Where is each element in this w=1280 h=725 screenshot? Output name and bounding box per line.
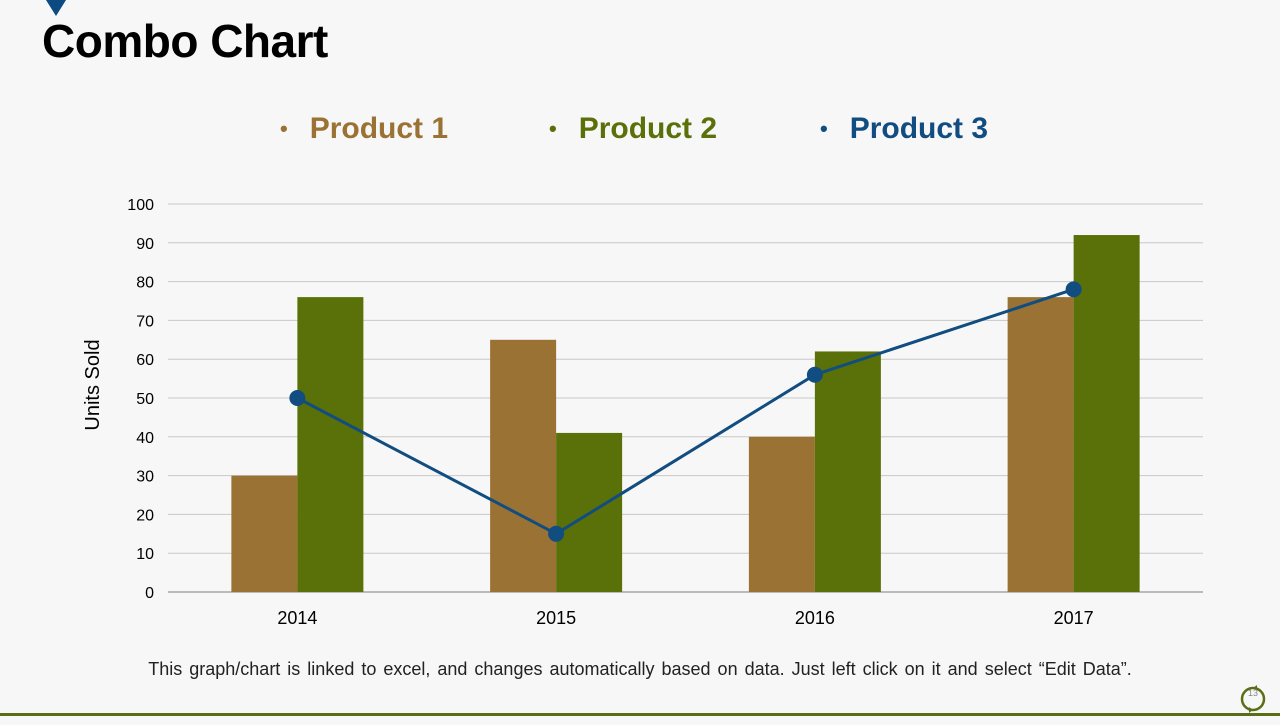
- y-tick-label: 30: [136, 469, 154, 486]
- legend-label: Product 2: [578, 112, 718, 145]
- page-number: 13: [1247, 688, 1258, 698]
- y-tick-label: 80: [136, 275, 154, 292]
- x-tick-label: 2015: [536, 608, 576, 628]
- y-tick-label: 50: [136, 391, 154, 408]
- bar-product-2-2014: [297, 297, 364, 592]
- bar-product-1-2014: [231, 475, 298, 592]
- legend-label: Product 3: [849, 112, 989, 145]
- footnote-text: This graph/chart is linked to excel, and…: [148, 659, 1132, 679]
- y-tick-label: 40: [136, 430, 154, 447]
- bottom-rule: [0, 713, 1280, 716]
- refresh-badge-icon: [1240, 685, 1266, 713]
- bar-product-2-2016: [814, 351, 881, 592]
- chart-legend: • Product 1 • Product 2 • Product 3: [0, 112, 1280, 152]
- y-tick-label: 100: [127, 197, 154, 214]
- point-product-3-2015: [548, 525, 565, 542]
- legend-item-product-3: • Product 3: [820, 112, 988, 146]
- legend-bullet-icon: •: [820, 116, 828, 141]
- y-tick-label: 90: [136, 236, 154, 253]
- legend-item-product-1: • Product 1: [280, 112, 448, 146]
- y-tick-label: 20: [136, 507, 154, 524]
- bar-product-1-2015: [490, 339, 557, 592]
- x-tick-label: 2014: [277, 608, 317, 628]
- bar-product-1-2016: [748, 436, 815, 592]
- top-marker-triangle: [46, 0, 66, 16]
- legend-bullet-icon: •: [549, 116, 557, 141]
- y-tick-label: 60: [136, 352, 154, 369]
- legend-label: Product 1: [309, 112, 449, 145]
- bar-product-1-2017: [1007, 297, 1074, 592]
- page-title: Combo Chart: [42, 15, 328, 67]
- x-tick-label: 2017: [1054, 608, 1094, 628]
- bar-product-2-2017: [1073, 235, 1140, 593]
- point-product-3-2016: [806, 366, 823, 383]
- y-axis-label: Units Sold: [82, 339, 104, 430]
- y-tick-label: 10: [136, 546, 154, 563]
- point-product-3-2017: [1065, 281, 1082, 298]
- legend-item-product-2: • Product 2: [549, 112, 717, 146]
- y-tick-label: 70: [136, 313, 154, 330]
- line-product-3: [296, 287, 1075, 536]
- y-tick-label: 0: [145, 585, 154, 602]
- x-tick-label: 2016: [795, 608, 835, 628]
- point-product-3-2014: [289, 390, 306, 406]
- legend-bullet-icon: •: [280, 116, 288, 141]
